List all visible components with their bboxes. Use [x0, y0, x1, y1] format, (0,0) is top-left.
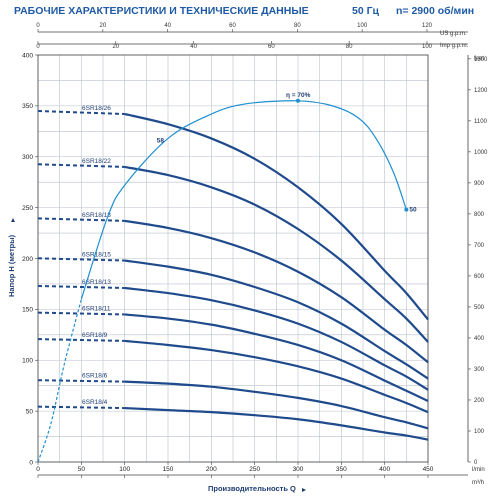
right-tick-label: 800	[474, 212, 485, 218]
imp-gpm-tick-label: 100	[422, 44, 433, 50]
x-tick-label: 150	[163, 466, 174, 473]
y-axis-arrow-icon	[11, 218, 15, 222]
y-tick-label: 50	[26, 408, 34, 415]
series-label: 6SR18/15	[82, 252, 111, 259]
right-tick-label: 900	[474, 181, 485, 187]
y-tick-label: 150	[22, 307, 33, 314]
imp-gpm-tick-label: 0	[36, 44, 40, 50]
speed-label: n= 2900 об/мин	[396, 5, 474, 17]
series-dashed-segment	[38, 286, 125, 288]
y-tick-label: 400	[22, 52, 33, 59]
y-tick-label: 200	[22, 256, 33, 263]
efficiency-peak-point	[296, 99, 300, 103]
y-tick-label: 300	[22, 154, 33, 161]
x2-unit-label: m³/h	[472, 480, 484, 486]
x-unit-label: l/min	[472, 467, 485, 473]
imp-gpm-tick-label: 80	[346, 44, 353, 50]
x-tick-label: 350	[336, 466, 347, 473]
us-gpm-unit-label: US g.p.m.	[440, 31, 467, 37]
right-tick-label: 500	[474, 305, 485, 311]
x-tick-label: 400	[379, 466, 390, 473]
x-axis-label: Производительность Q	[208, 484, 296, 493]
y-axis-label: Напор H (метры)	[7, 234, 16, 297]
x-tick-label: 250	[249, 466, 260, 473]
y-tick-label: 0	[29, 459, 33, 466]
series-label: 6SR18/4	[82, 399, 108, 406]
right-tick-label: 0	[474, 460, 478, 466]
imp-gpm-tick-label: 60	[268, 44, 275, 50]
right-tick-label: 1300	[474, 57, 488, 63]
series-dashed-segment	[38, 407, 125, 408]
right-tick-label: 1100	[474, 119, 488, 125]
us-gpm-tick-label: 80	[294, 23, 301, 29]
imp-gpm-unit-label: Imp g.p.m.	[440, 43, 469, 49]
y-tick-label: 250	[22, 205, 33, 212]
x-tick-label: 300	[293, 466, 304, 473]
us-gpm-tick-label: 60	[229, 23, 236, 29]
right-tick-label: 200	[474, 398, 485, 404]
efficiency-end-point	[404, 208, 408, 212]
series-dashed-segment	[38, 380, 125, 381]
x-tick-label: 450	[423, 466, 434, 473]
series-dashed-segment	[38, 313, 125, 315]
x-tick-label: 50	[78, 466, 86, 473]
y-tick-label: 100	[22, 358, 33, 365]
x-tick-label: 0	[36, 466, 40, 473]
right-tick-label: 600	[474, 274, 485, 280]
series-label: 6SR18/22	[82, 158, 111, 165]
frequency-label: 50 Гц	[352, 5, 380, 17]
series-dashed-segment	[38, 339, 125, 341]
efficiency-end-label: 50	[409, 207, 417, 214]
x-tick-label: 100	[119, 466, 130, 473]
series-label: 6SR18/11	[82, 305, 111, 312]
right-tick-label: 300	[474, 367, 485, 373]
efficiency-start-label: 58	[157, 137, 165, 144]
right-tick-label: 400	[474, 336, 485, 342]
imp-gpm-tick-label: 40	[190, 44, 197, 50]
series-label: 6SR18/9	[82, 332, 108, 339]
y-tick-label: 350	[22, 103, 33, 110]
series-label: 6SR18/6	[82, 373, 108, 380]
us-gpm-tick-label: 120	[422, 23, 433, 29]
x-tick-label: 200	[206, 466, 217, 473]
us-gpm-tick-label: 20	[99, 23, 106, 29]
us-gpm-tick-label: 0	[36, 23, 40, 29]
imp-gpm-tick-label: 20	[112, 44, 119, 50]
efficiency-peak-label: η = 70%	[286, 92, 311, 99]
right-tick-label: 700	[474, 243, 485, 249]
us-gpm-tick-label: 100	[357, 23, 368, 29]
series-label: 6SR18/26	[82, 105, 111, 112]
us-gpm-tick-label: 40	[164, 23, 171, 29]
right-tick-label: 1000	[474, 150, 488, 156]
right-tick-label: 1200	[474, 88, 488, 94]
x-axis-arrow-icon	[302, 488, 306, 492]
right-tick-label: 100	[474, 429, 485, 435]
page-title: РАБОЧИЕ ХАРАКТЕРИСТИКИ И ТЕХНИЧЕСКИЕ ДАН…	[14, 5, 309, 17]
